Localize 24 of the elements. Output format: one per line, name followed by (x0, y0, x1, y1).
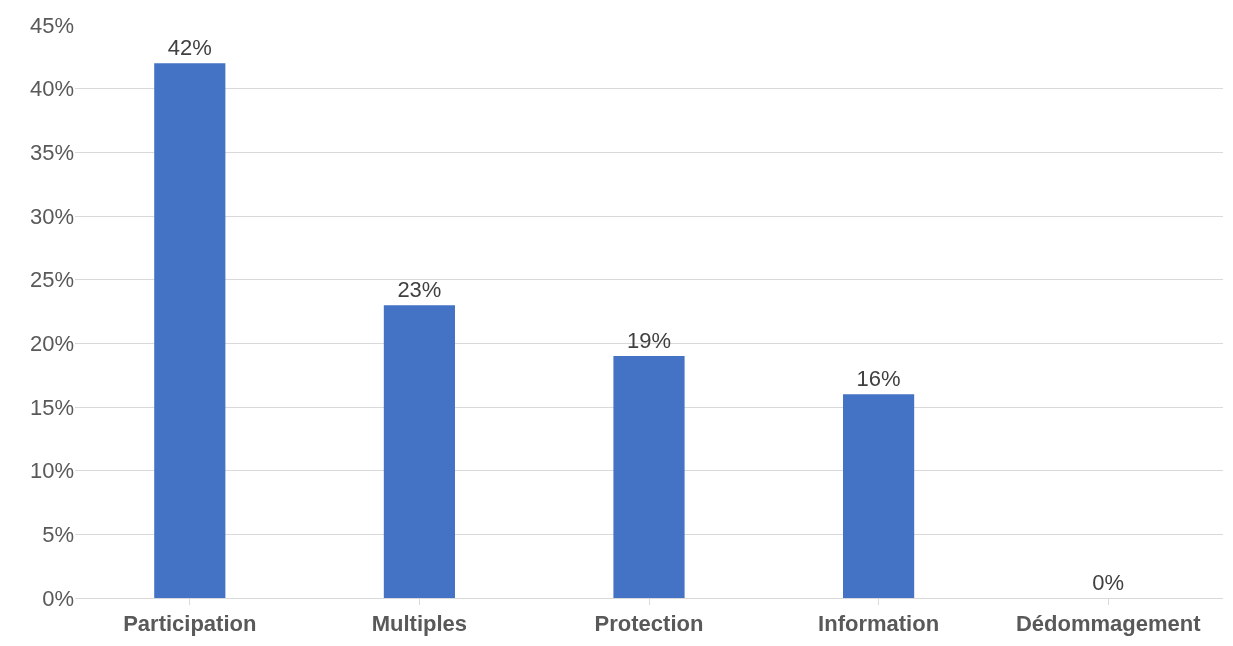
y-tick-label: 0% (42, 585, 74, 611)
y-tick-label: 25% (29, 267, 74, 293)
bar (613, 356, 685, 598)
data-label: 42% (167, 35, 212, 61)
y-tick-label: 10% (29, 458, 74, 484)
x-tick-label: Dédommagement (1015, 611, 1202, 637)
data-label: 23% (397, 277, 442, 303)
data-label: 0% (1092, 570, 1125, 595)
bar (154, 63, 226, 598)
bar (843, 394, 915, 598)
x-tick-label: Protection (594, 611, 704, 637)
bar (383, 305, 455, 598)
y-tick-label: 20% (29, 331, 74, 357)
y-tick-label: 5% (42, 522, 74, 548)
y-tick-label: 30% (29, 203, 74, 229)
y-tick-label: 15% (29, 394, 74, 420)
y-tick-label: 35% (29, 140, 74, 166)
x-tick-label: Participation (123, 611, 257, 637)
data-label: 19% (626, 328, 672, 354)
x-tick-label: Multiples (371, 611, 468, 637)
y-tick-label: 45% (29, 12, 74, 38)
y-tick-label: 40% (29, 76, 74, 102)
data-label: 16% (856, 366, 901, 392)
x-tick-label: Information (818, 611, 940, 637)
